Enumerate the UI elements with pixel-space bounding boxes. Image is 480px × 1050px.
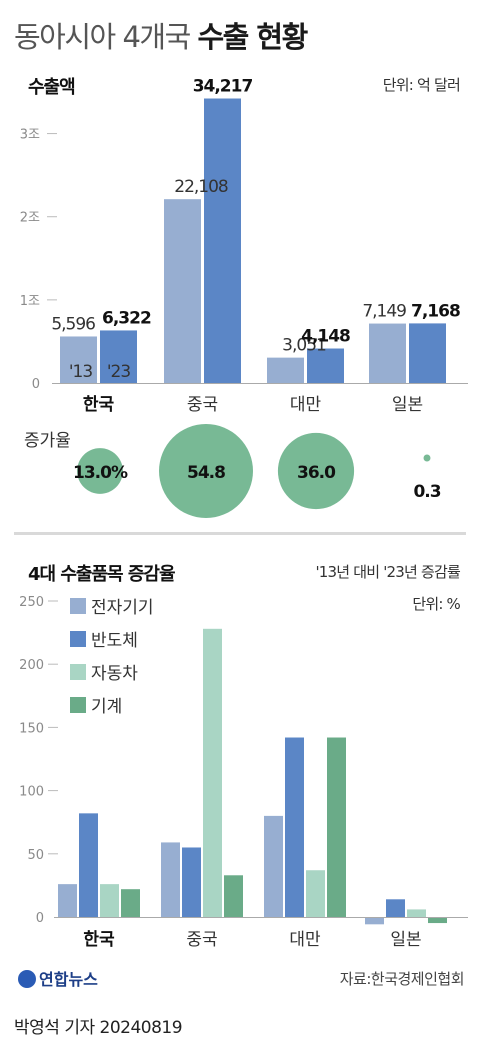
x-category-label: 한국 [83, 395, 115, 415]
yonhap-logo-icon [18, 970, 36, 988]
x-category-label: 중국 [187, 395, 218, 415]
items-chart-title: 4대 수출품목 증감율 [28, 564, 176, 585]
bar-'23-일본 [409, 323, 446, 383]
increase-rate-circle [159, 424, 253, 518]
y-tick-label: 150 [19, 721, 44, 736]
y-tick-label: 0 [36, 911, 44, 926]
items-chart-subtitle: '13년 대비 '23년 증감률 [315, 563, 460, 581]
series-label: '13 [69, 362, 92, 382]
y-tick-label: 1조 [20, 294, 40, 309]
value-label: 7,149 [362, 302, 406, 322]
y-tick-label: 0 [32, 377, 40, 392]
value-label: 3,051 [282, 336, 326, 356]
bar-반도체-대만 [285, 737, 304, 917]
bar-자동차-중국 [203, 628, 222, 917]
bar-기계-일본 [428, 918, 447, 924]
bar-전자기기-일본 [365, 918, 384, 925]
items-unit-label: 단위: % [412, 595, 460, 613]
legend-swatch [70, 697, 86, 713]
value-label: 7,168 [411, 301, 460, 321]
legend-label: 전자기기 [91, 598, 154, 618]
value-label: 5,596 [51, 314, 95, 334]
value-label: 34,217 [193, 77, 253, 97]
x-category-label: 일본 [390, 930, 421, 950]
y-tick-label: 50 [27, 848, 44, 863]
x-category-label: 일본 [392, 395, 423, 415]
page-title: 동아시아 4개국 수출 현황 [14, 20, 308, 54]
source-note: 자료:한국경제인협회 [339, 970, 465, 988]
bar-전자기기-한국 [58, 884, 77, 917]
bar-자동차-일본 [407, 909, 426, 917]
x-category-label: 한국 [83, 930, 115, 950]
bar-기계-대만 [327, 737, 346, 917]
increase-rate-label: 증가율 [24, 431, 71, 451]
bar-반도체-중국 [182, 847, 201, 917]
bar-반도체-한국 [79, 813, 98, 917]
export-unit-label: 단위: 억 달러 [382, 76, 461, 94]
bar-'23-대만 [307, 348, 344, 383]
series-label: '23 [107, 362, 130, 382]
bar-기계-한국 [121, 889, 140, 917]
y-tick-label: 100 [19, 785, 44, 800]
bar-'13-대만 [267, 357, 304, 383]
legend-label: 기계 [91, 697, 122, 717]
bar-'13-일본 [369, 323, 406, 383]
bar-자동차-한국 [100, 884, 119, 917]
legend-label: 자동차 [91, 664, 138, 684]
x-category-label: 대만 [289, 930, 321, 950]
increase-rate-circle [423, 454, 431, 462]
bar-전자기기-대만 [264, 815, 283, 917]
section-divider [14, 532, 466, 535]
bar-기계-중국 [224, 875, 243, 917]
value-label: 4,148 [301, 327, 350, 347]
legend-label: 반도체 [91, 631, 138, 651]
value-label: 22,108 [174, 177, 228, 197]
bar-'13-한국 [60, 336, 97, 383]
bar-'23-한국 [100, 330, 137, 383]
legend-swatch [70, 598, 86, 614]
bar-전자기기-중국 [161, 842, 180, 917]
bar-반도체-일본 [386, 899, 405, 917]
increase-rate-circle [277, 432, 355, 510]
increase-rate-value: 36.0 [297, 463, 336, 483]
increase-rate-value: 0.3 [413, 482, 440, 502]
legend-swatch [70, 664, 86, 680]
y-tick-label: 250 [19, 595, 44, 610]
legend-swatch [70, 631, 86, 647]
bar-자동차-대만 [306, 870, 325, 917]
bar-'13-중국 [164, 199, 201, 383]
increase-rate-value: 13.0% [73, 463, 128, 483]
increase-rate-circle [77, 448, 123, 494]
export-amount-title: 수출액 [28, 77, 76, 98]
reporter-credit: 박영석 기자 20240819 [14, 1018, 183, 1038]
yonhap-logo: 연합뉴스 [18, 966, 98, 990]
increase-rate-value: 54.8 [187, 463, 225, 483]
export-amount-chart: 0 1조 2조 3조 5,596 6,322 '13 '23 한국 22,108 34,217 중국 3… [20, 77, 468, 518]
y-tick-label: 3조 [20, 128, 40, 143]
x-category-label: 중국 [186, 930, 217, 950]
bar-'23-중국 [204, 98, 241, 384]
x-category-label: 대만 [290, 395, 322, 415]
y-tick-label: 2조 [20, 211, 40, 226]
value-label: 6,322 [102, 308, 151, 328]
y-tick-label: 200 [19, 658, 44, 673]
